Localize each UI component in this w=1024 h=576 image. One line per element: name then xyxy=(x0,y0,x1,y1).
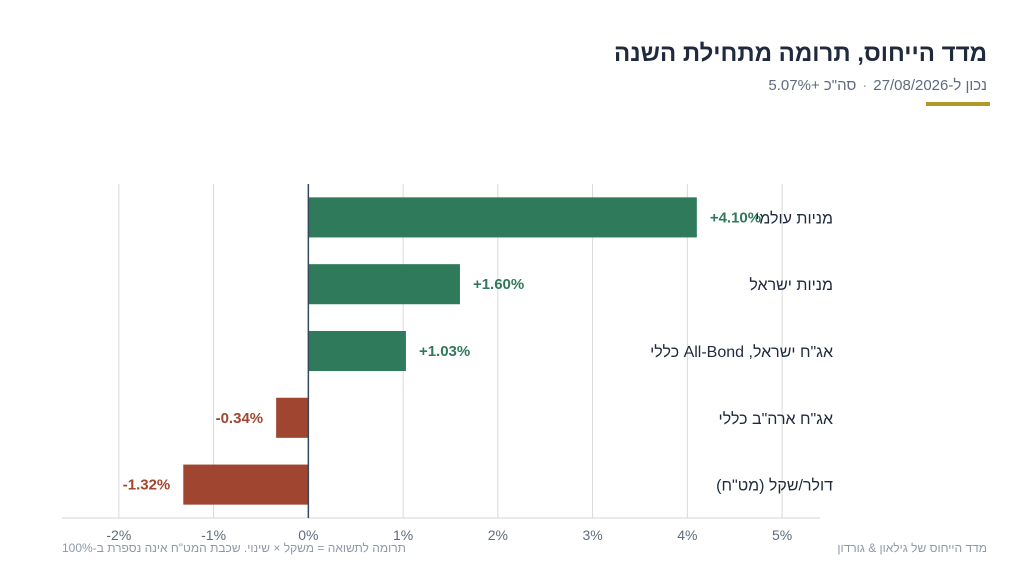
category-label: מניות ישראל xyxy=(749,276,833,294)
data-label: +1.60% xyxy=(473,276,524,293)
total-contribution: סה"כ +5.07% xyxy=(768,77,857,94)
subtitle-separator: · xyxy=(862,77,868,94)
x-tick-label: -1% xyxy=(201,527,226,543)
source-note: מדד הייחוס של גילאון & גורדון xyxy=(837,541,987,555)
x-tick-label: 3% xyxy=(582,527,602,543)
category-label: אג"ח ישראל, All-Bond כללי xyxy=(650,343,833,361)
as-of-date: נכון ל-27/08/2026 xyxy=(873,77,987,94)
chart-title: מדד הייחוס, תרומה מתחילת השנה xyxy=(614,40,987,67)
footnote: תרומה לתשואה = משקל × שינוי. שכבת המט"ח … xyxy=(62,541,406,555)
bar xyxy=(183,464,309,505)
x-tick-label: 4% xyxy=(677,527,697,543)
x-tick-label: 5% xyxy=(772,527,792,543)
x-tick-label: 0% xyxy=(298,527,318,543)
accent-rule xyxy=(926,102,990,106)
bar xyxy=(308,330,406,372)
x-tick-label: 1% xyxy=(393,527,413,543)
data-label: +4.10% xyxy=(710,209,761,226)
category-label: אג"ח ארה"ב כללי xyxy=(719,410,833,428)
x-tick-label: -2% xyxy=(106,527,131,543)
data-label: -0.34% xyxy=(216,410,264,427)
bar xyxy=(308,197,697,238)
x-tick-label: 2% xyxy=(488,527,508,543)
data-label: -1.32% xyxy=(123,477,171,494)
category-label: דולר/שקל (מט"ח) xyxy=(716,477,833,495)
bar xyxy=(276,397,309,438)
chart-subtitle: נכון ל-27/08/2026 · סה"כ +5.07% xyxy=(768,77,987,94)
category-label: מניות עולמי xyxy=(755,209,833,227)
data-label: +1.03% xyxy=(419,343,470,360)
bar xyxy=(308,264,460,305)
